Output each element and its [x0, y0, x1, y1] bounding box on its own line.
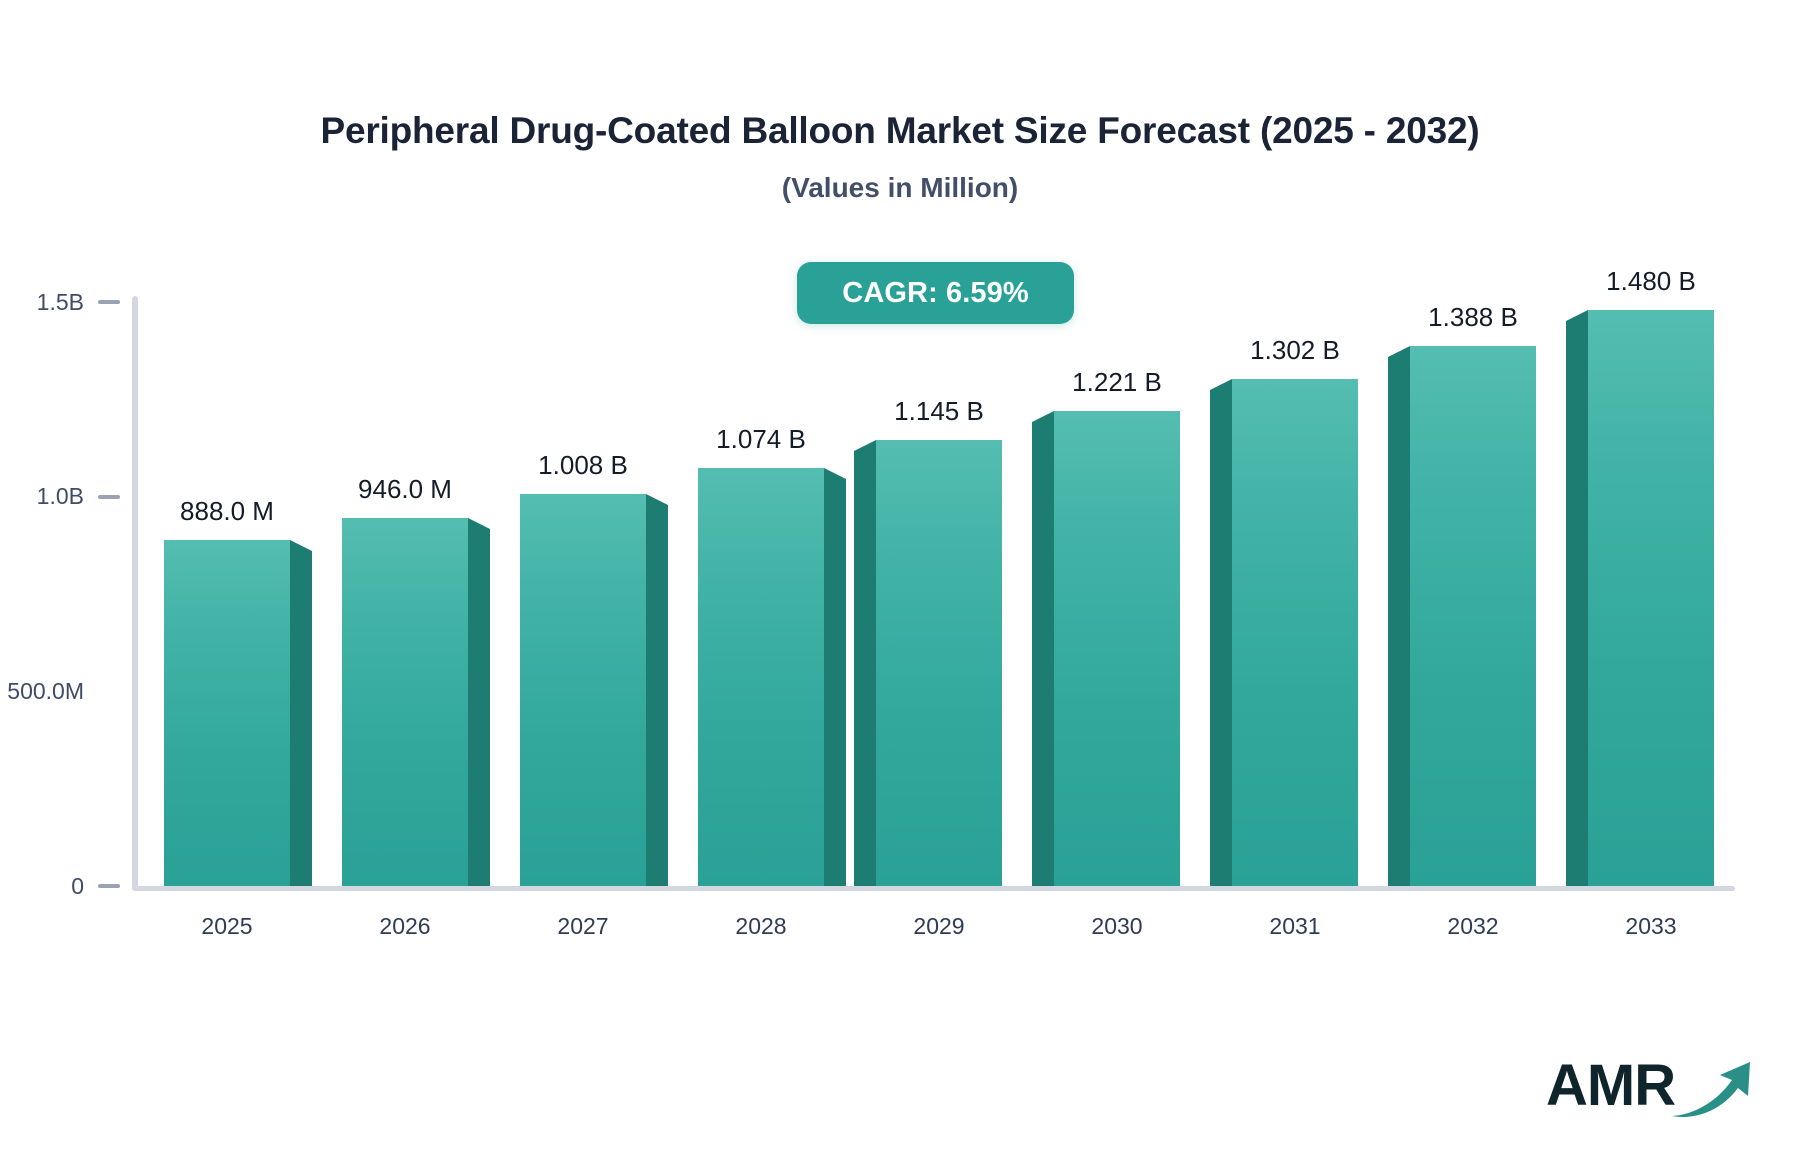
bar-value-label: 1.388 B	[1428, 302, 1518, 332]
bar-front-face	[1054, 411, 1180, 886]
bar-front-face	[876, 440, 1002, 886]
bar-side-face	[854, 451, 876, 886]
cagr-badge-label: CAGR: 6.59%	[842, 276, 1029, 309]
bar-column[interactable]: 946.0 M 2026	[342, 474, 490, 939]
bar-front-face	[1588, 310, 1714, 886]
bar-top-face	[1032, 411, 1054, 422]
bar-value-label: 888.0 M	[180, 496, 274, 526]
x-axis-tick-label: 2033	[1625, 913, 1677, 939]
bar-front-face	[698, 468, 824, 886]
y-axis-tick: 500.0M	[0, 677, 128, 704]
bar-value-label: 946.0 M	[358, 474, 452, 504]
bar-column[interactable]: 1.074 B 2028	[698, 424, 846, 939]
bar-front-face	[1232, 379, 1358, 886]
bar-front-face	[342, 518, 468, 886]
bar-column[interactable]: 1.221 B 2030	[1032, 367, 1180, 939]
bar-side-face	[1388, 357, 1410, 886]
cagr-badge: CAGR: 6.59%	[797, 262, 1074, 324]
bar-column[interactable]: 1.302 B 2031	[1210, 335, 1358, 939]
bar-side-face	[468, 529, 490, 886]
bar-value-label: 1.074 B	[716, 424, 806, 454]
bar-top-face	[646, 494, 668, 505]
bar-side-face	[290, 551, 312, 886]
bar-column[interactable]: 888.0 M 2025	[164, 496, 312, 939]
y-axis-tick: 1.0B	[0, 483, 128, 510]
bar-value-label: 1.480 B	[1606, 266, 1696, 296]
x-axis-tick-label: 2027	[557, 913, 609, 939]
y-axis-tick: 0	[0, 872, 128, 899]
y-axis-tick-label: 1.5B	[36, 288, 84, 315]
x-axis-tick-label: 2031	[1269, 913, 1321, 939]
y-axis-tick-label: 500.0M	[7, 677, 84, 704]
bar-top-face	[290, 540, 312, 551]
y-axis-tick: 1.5B	[0, 288, 128, 315]
y-axis-tick-mark	[98, 494, 120, 499]
bar-column[interactable]: 1.388 B 2032	[1388, 302, 1536, 939]
bar-column[interactable]: 1.480 B 2033	[1566, 266, 1714, 939]
bar-value-label: 1.221 B	[1072, 367, 1162, 397]
y-axis-tick-mark	[98, 884, 120, 888]
chart-subtitle: (Values in Million)	[781, 172, 1019, 203]
bar-column[interactable]: 1.008 B 2027	[520, 450, 668, 939]
bar-side-face	[1032, 422, 1054, 886]
bar-top-face	[1388, 346, 1410, 357]
bar-side-face	[824, 479, 846, 886]
bar-top-face	[1566, 310, 1588, 321]
amr-logo: AMR	[1546, 1046, 1756, 1128]
x-axis-tick-label: 2025	[201, 913, 253, 939]
x-axis-tick-label: 2026	[379, 913, 431, 939]
x-axis-line	[132, 886, 1735, 891]
page-title: Peripheral Drug-Coated Balloon Market Si…	[320, 110, 1480, 151]
bar-column[interactable]: 1.145 B 2029	[854, 396, 1002, 939]
bar-front-face	[164, 540, 290, 886]
bar-front-face	[520, 494, 646, 886]
x-axis-tick-label: 2032	[1447, 913, 1499, 939]
bar-side-face	[1210, 390, 1232, 886]
bar-top-face	[824, 468, 846, 479]
x-axis-tick-label: 2030	[1091, 913, 1143, 939]
bar-side-face	[646, 505, 668, 886]
x-axis-tick-label: 2028	[735, 913, 787, 939]
bar-top-face	[468, 518, 490, 529]
bar-value-label: 1.302 B	[1250, 335, 1340, 365]
amr-logo-text: AMR	[1546, 1053, 1676, 1118]
y-axis-line	[132, 296, 138, 890]
bar-value-label: 1.145 B	[894, 396, 984, 426]
bar-value-label: 1.008 B	[538, 450, 628, 480]
bar-top-face	[1210, 379, 1232, 390]
bar-front-face	[1410, 346, 1536, 886]
y-axis-tick-mark	[98, 300, 120, 304]
bar-top-face	[854, 440, 876, 451]
growth-arrow-icon	[1672, 1062, 1750, 1117]
x-axis-tick-label: 2029	[913, 913, 965, 939]
y-axis-tick-label: 0	[71, 872, 84, 899]
y-axis-tick-label: 1.0B	[36, 483, 84, 510]
bar-side-face	[1566, 321, 1588, 886]
